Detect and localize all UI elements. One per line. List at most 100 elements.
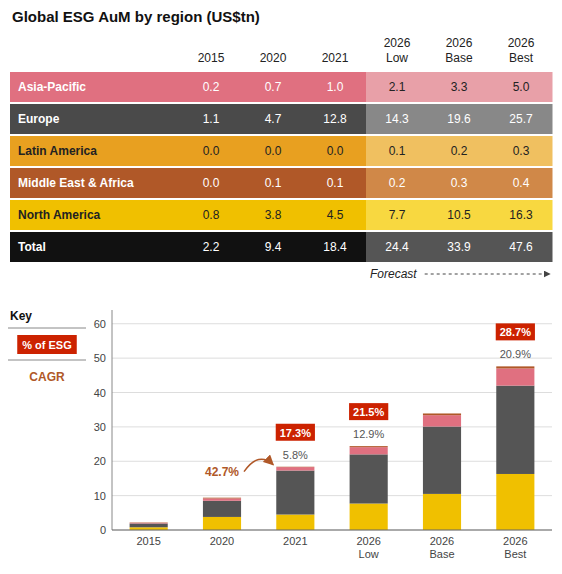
- x-tick-label: 2026Best: [503, 535, 527, 560]
- table-cell: [242, 168, 305, 198]
- table-cell: [180, 168, 243, 198]
- data-label: 9.4: [265, 240, 282, 254]
- table-cell: [304, 136, 367, 166]
- table-cell: [242, 200, 305, 230]
- x-tick-label-line: 2026: [503, 535, 527, 547]
- bar-segment: [350, 454, 388, 503]
- table-cell: [242, 232, 305, 262]
- row-label: Latin America: [18, 144, 97, 158]
- table-cell: [366, 200, 429, 230]
- data-label: 3.3: [451, 80, 468, 94]
- column-header-line: 2026: [508, 36, 535, 50]
- y-tick-label: 40: [94, 387, 106, 399]
- data-label: 2.2: [203, 240, 220, 254]
- cagr-label: 12.9%: [353, 428, 384, 440]
- table-cell: [180, 136, 243, 166]
- x-tick-label-line: 2020: [210, 535, 234, 547]
- column-header-line: Low: [386, 51, 408, 65]
- row-label: Asia-Pacific: [18, 80, 86, 94]
- grid-line: [112, 392, 552, 393]
- data-label: 0.2: [389, 176, 406, 190]
- cagr-label: 5.8%: [283, 449, 308, 461]
- data-label: 25.7: [509, 112, 533, 126]
- grid-line: [112, 426, 552, 427]
- column-header-line: 2026: [384, 36, 411, 50]
- data-label: 0.4: [513, 176, 530, 190]
- bar-segment: [350, 447, 388, 454]
- column-header: 2020: [260, 51, 287, 65]
- esg-share-text: 21.5%: [353, 406, 384, 418]
- table-cell: [428, 168, 491, 198]
- y-tick-label: 0: [100, 524, 106, 536]
- data-label: 33.9: [447, 240, 471, 254]
- y-tick-label: 10: [94, 490, 106, 502]
- data-label: 0.0: [203, 176, 220, 190]
- data-label: 0.1: [265, 176, 282, 190]
- table-cell: [490, 72, 553, 102]
- table-cell: [428, 200, 491, 230]
- table-cell: [366, 232, 429, 262]
- key-divider: [8, 360, 86, 361]
- key-item: CAGR: [29, 370, 65, 384]
- bar-segment: [496, 474, 534, 530]
- table-cell: [242, 72, 305, 102]
- bar-segment: [496, 366, 534, 368]
- table-cell: [490, 232, 553, 262]
- table-cell: [428, 72, 491, 102]
- esg-share-text: 17.3%: [280, 427, 311, 439]
- esg-share-label: 21.5%: [349, 403, 388, 420]
- bar-segment: [130, 522, 168, 524]
- row-band: [10, 72, 180, 102]
- bar-segment: [350, 504, 388, 530]
- bar-segment: [203, 501, 241, 517]
- row-label: Middle East & Africa: [18, 176, 134, 190]
- grid-line: [112, 530, 552, 531]
- column-header: 2015: [198, 51, 225, 65]
- table-cell: [366, 104, 429, 134]
- key-divider: [8, 328, 86, 329]
- cagr-label: 20.9%: [500, 348, 531, 360]
- data-label: 16.3: [509, 208, 533, 222]
- table-cell: [304, 72, 367, 102]
- table-cell: [304, 200, 367, 230]
- table-cell: [490, 136, 553, 166]
- table: Global ESG AuM by region (US$tn)20152020…: [10, 8, 553, 281]
- table-cell: [304, 232, 367, 262]
- x-tick-label: 2026Base: [429, 535, 454, 560]
- esg-share-box: [496, 323, 535, 340]
- grid-line: [112, 358, 552, 359]
- bar-segment: [350, 446, 388, 447]
- bar-segment: [276, 471, 314, 515]
- data-label: 0.1: [327, 176, 344, 190]
- bar-segment: [203, 498, 241, 500]
- esg-share-label: 17.3%: [276, 424, 315, 441]
- column-header-line: 2026: [446, 36, 473, 50]
- x-tick-label-line: 2015: [136, 535, 160, 547]
- grid-line: [112, 461, 552, 462]
- data-label: 0.2: [203, 80, 220, 94]
- row-band: [10, 200, 180, 230]
- y-tick-label: 20: [94, 455, 106, 467]
- bar-segment: [423, 427, 461, 494]
- data-label: 24.4: [385, 240, 409, 254]
- table-cell: [242, 136, 305, 166]
- row-label: Europe: [18, 112, 60, 126]
- key-item: % of ESG: [22, 339, 72, 351]
- column-header: 2021: [322, 51, 349, 65]
- table-cell: [428, 136, 491, 166]
- data-label: 3.8: [265, 208, 282, 222]
- table-cell: [180, 200, 243, 230]
- data-label: 12.8: [323, 112, 347, 126]
- y-tick-label: 30: [94, 421, 106, 433]
- esg-share-text: 28.7%: [500, 326, 531, 338]
- bar-segment: [496, 386, 534, 474]
- data-label: 1.1: [203, 112, 220, 126]
- bar-segment: [130, 523, 168, 527]
- table-cell: [304, 168, 367, 198]
- column-header-line: 2020: [260, 51, 287, 65]
- table-cell: [180, 104, 243, 134]
- data-label: 2.1: [389, 80, 406, 94]
- bar-chart: 01020304050602015202020212026Low2026Base…: [94, 310, 552, 560]
- y-tick-label: 50: [94, 352, 106, 364]
- x-tick-label: 2015: [136, 535, 160, 547]
